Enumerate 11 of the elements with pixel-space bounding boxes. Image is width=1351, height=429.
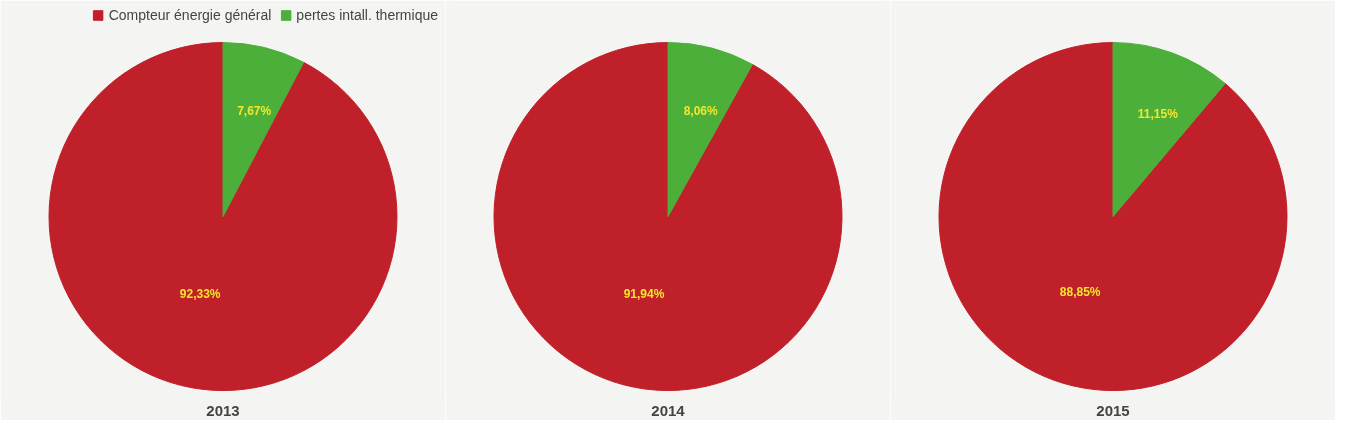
data-label: 88,85% xyxy=(1059,284,1101,299)
text: 2014 xyxy=(651,401,686,419)
data-label: 7,67% xyxy=(237,103,272,118)
data-label: 91,94% xyxy=(623,287,665,302)
legend-label: pertes intall. thermique xyxy=(296,7,438,23)
data-label: 92,33% xyxy=(179,287,221,302)
data-label: 11,15% xyxy=(1137,107,1179,122)
text: 2013 xyxy=(206,401,240,419)
legend-label: Compteur énergie général xyxy=(108,7,272,23)
data-label: 8,06% xyxy=(683,103,719,118)
text: 2015 xyxy=(1096,401,1130,419)
